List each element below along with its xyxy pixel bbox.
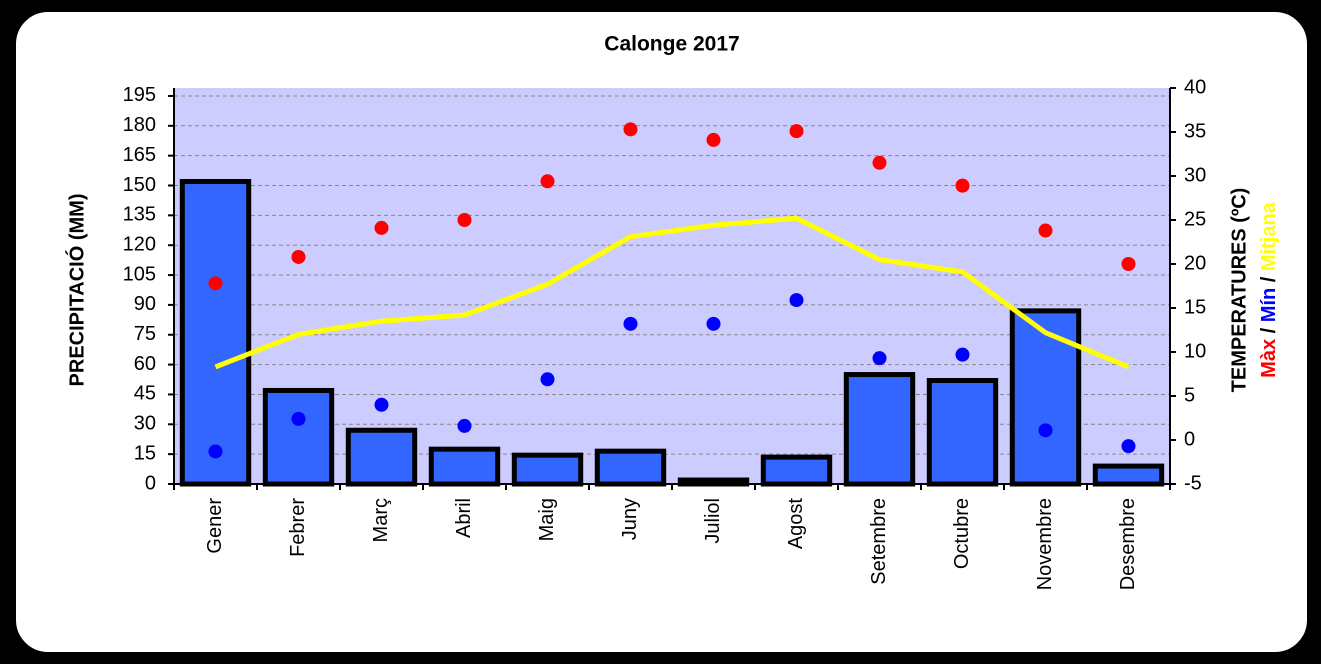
- y2-tick-label: 25: [1184, 208, 1206, 230]
- y-tick-label: 15: [134, 442, 156, 464]
- marker: [374, 397, 389, 412]
- x-tick-label: Novembre: [1034, 498, 1056, 590]
- marker: [706, 132, 721, 147]
- x-tick-label: Gener: [204, 498, 226, 554]
- bar: [511, 452, 584, 487]
- y-tick-label: 120: [123, 233, 156, 255]
- legend-entry: Màx: [1258, 339, 1280, 378]
- bar: [262, 387, 335, 487]
- x-tick-label: Agost: [785, 498, 807, 550]
- legend-entry: Mín: [1258, 288, 1280, 322]
- y2-tick-label: 35: [1184, 120, 1206, 142]
- marker: [1038, 223, 1053, 238]
- marker: [789, 124, 804, 139]
- x-tick-label: Febrer: [287, 498, 309, 557]
- x-tick-label: Octubre: [951, 498, 973, 569]
- bar: [345, 427, 418, 487]
- y2-tick-label: 0: [1184, 428, 1195, 450]
- bar: [1009, 308, 1082, 487]
- plot-area: [174, 88, 1170, 484]
- bar: [594, 448, 667, 487]
- marker: [872, 155, 887, 170]
- y2-tick-label: -5: [1184, 472, 1202, 494]
- legend-separator: /: [1258, 327, 1280, 333]
- y-tick-label: 150: [123, 174, 156, 196]
- x-tick-label: Juliol: [702, 498, 724, 544]
- bar: [843, 372, 916, 487]
- y2-tick-label: 15: [1184, 296, 1206, 318]
- y-tick-label: 75: [134, 323, 156, 345]
- marker: [208, 444, 223, 459]
- bar: [1092, 463, 1165, 487]
- y-tick-label: 0: [145, 472, 156, 494]
- marker: [1121, 257, 1136, 271]
- y-tick-label: 135: [123, 204, 156, 226]
- legend-separator: /: [1258, 276, 1280, 282]
- y-tick-label: 195: [123, 84, 156, 106]
- y-tick-label: 165: [123, 144, 156, 166]
- bar: [428, 446, 501, 487]
- marker: [955, 178, 970, 193]
- marker: [623, 122, 638, 137]
- y2-axis-label: TEMPERATURES (ºC): [1228, 188, 1250, 393]
- bar: [760, 454, 833, 487]
- marker: [706, 316, 721, 331]
- marker: [540, 174, 555, 189]
- marker: [955, 347, 970, 362]
- marker: [623, 316, 638, 331]
- line: [214, 215, 1130, 370]
- marker: [872, 351, 887, 366]
- bar: [926, 378, 999, 487]
- y-tick-label: 60: [134, 353, 156, 375]
- bar: [179, 179, 252, 487]
- marker: [1038, 423, 1053, 438]
- y-tick-label: 180: [123, 114, 156, 136]
- marker: [208, 276, 223, 291]
- y2-tick-label: 20: [1184, 252, 1206, 274]
- marker: [1121, 439, 1136, 454]
- y-tick-label: 90: [134, 293, 156, 315]
- marker: [374, 220, 389, 235]
- marker: [291, 411, 306, 426]
- marker: [457, 418, 472, 433]
- x-tick-label: Abril: [453, 498, 475, 538]
- chart-title: Calonge 2017: [604, 33, 739, 56]
- marker: [457, 213, 472, 227]
- x-tick-label: Setembre: [868, 498, 890, 585]
- y-tick-label: 30: [134, 413, 156, 435]
- x-tick-label: Maig: [536, 498, 558, 541]
- x-tick-label: Juny: [619, 498, 641, 540]
- y2-tick-label: 40: [1184, 76, 1206, 98]
- y2-tick-label: 5: [1184, 384, 1195, 406]
- marker: [789, 293, 804, 308]
- y-axis-label: PRECIPITACIÓ (MM): [64, 194, 88, 387]
- y2-tick-label: 30: [1184, 164, 1206, 186]
- y2-tick-label: 10: [1184, 340, 1206, 362]
- y-tick-label: 45: [134, 383, 156, 405]
- y-tick-label: 105: [123, 263, 156, 285]
- y2-axis-legend: Màx / Mín / Mitjana: [1258, 201, 1280, 377]
- legend-entry: Mitjana: [1258, 201, 1280, 271]
- x-tick-label: Març: [370, 498, 392, 542]
- x-tick-label: Desembre: [1117, 498, 1139, 590]
- marker: [540, 372, 555, 387]
- marker: [291, 249, 306, 264]
